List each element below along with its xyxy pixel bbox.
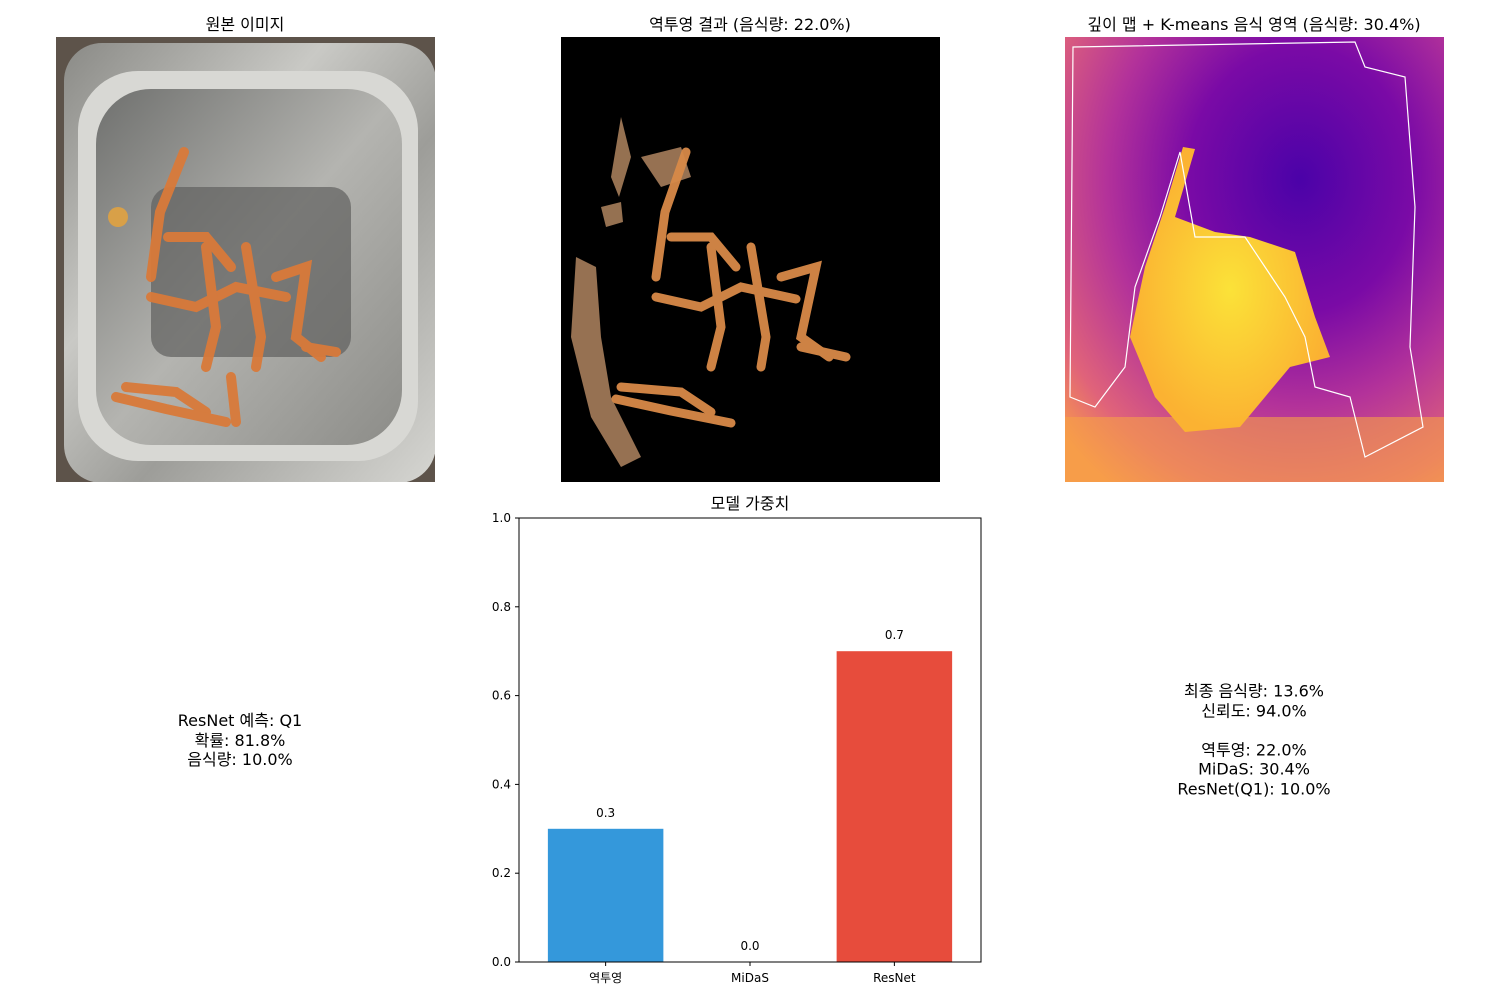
depth-map-image bbox=[1065, 37, 1444, 482]
y-tick-label-3: 0.6 bbox=[492, 689, 511, 703]
value-label-1: 0.0 bbox=[740, 939, 759, 953]
backprojection-title: 역투영 결과 (음식량: 22.0%) bbox=[649, 15, 851, 34]
final-amount-line: 최종 음식량: 13.6% bbox=[1183, 681, 1324, 701]
midas-amount-line: MiDaS: 30.4% bbox=[1198, 759, 1310, 779]
x-tick-label-2: ResNet bbox=[873, 971, 916, 985]
bar-0 bbox=[547, 828, 664, 962]
depth-map-graphic bbox=[1065, 37, 1444, 482]
resnet-q1-amount-line: ResNet(Q1): 10.0% bbox=[1177, 779, 1331, 798]
backprojection-graphic bbox=[561, 37, 940, 482]
x-tick-label-0: 역투영 bbox=[589, 971, 622, 985]
original-image-title: 원본 이미지 bbox=[205, 15, 285, 34]
value-label-2: 0.7 bbox=[885, 628, 904, 642]
y-tick-label-0: 0.0 bbox=[492, 955, 511, 969]
chart-title: 모델 가중치 bbox=[711, 494, 790, 513]
original-image bbox=[56, 37, 435, 482]
x-tick-label-1: MiDaS bbox=[731, 971, 769, 985]
backprojection-image bbox=[561, 37, 940, 482]
bar-2 bbox=[836, 651, 953, 962]
depth-map-title: 깊이 맵 + K-means 음식 영역 (음식량: 30.4%) bbox=[1087, 15, 1421, 34]
final-info: 최종 음식량: 13.6% 신뢰도: 94.0% 역투영: 22.0% MiDa… bbox=[1177, 682, 1330, 799]
resnet-prediction-line: ResNet 예측: Q1 bbox=[177, 710, 303, 730]
backprojection-amount-line: 역투영: 22.0% bbox=[1201, 740, 1307, 759]
y-tick-label-4: 0.8 bbox=[492, 600, 511, 614]
resnet-amount-line: 음식량: 10.0% bbox=[187, 749, 293, 769]
value-label-0: 0.3 bbox=[596, 806, 615, 820]
y-tick-label-1: 0.2 bbox=[492, 866, 511, 880]
confidence-line: 신뢰도: 94.0% bbox=[1201, 701, 1307, 720]
resnet-probability-line: 확률: 81.8% bbox=[194, 730, 286, 750]
y-tick-label-5: 1.0 bbox=[492, 511, 511, 525]
original-image-graphic bbox=[56, 37, 435, 482]
y-tick-label-2: 0.4 bbox=[492, 777, 511, 791]
plot-frame bbox=[518, 517, 982, 963]
resnet-info: ResNet 예측: Q1 확률: 81.8% 음식량: 10.0% bbox=[178, 711, 302, 770]
